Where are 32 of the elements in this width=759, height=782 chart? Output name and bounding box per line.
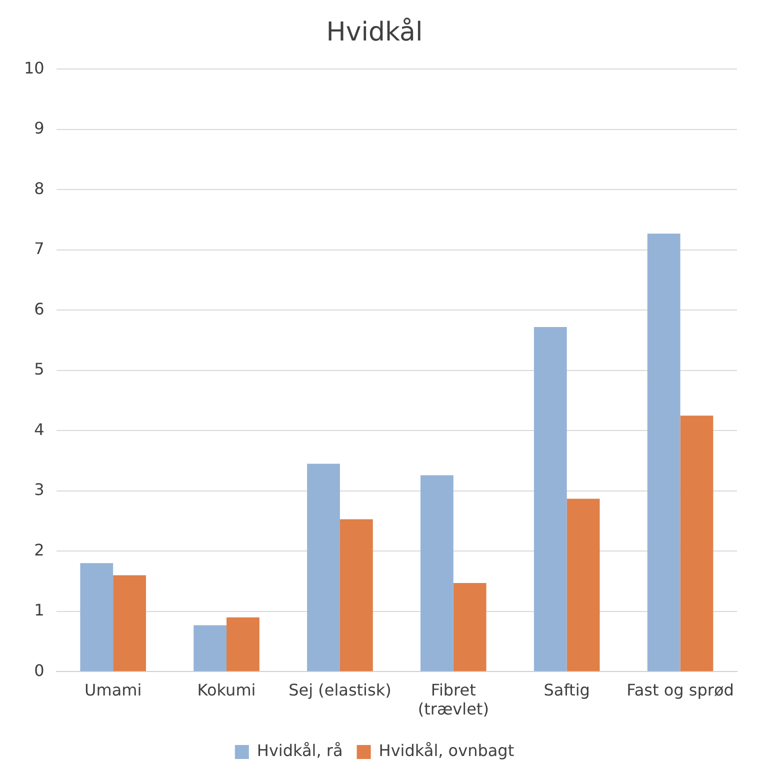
y-tick-label: 8 xyxy=(34,178,44,198)
x-tick-label: Sej (elastisk) xyxy=(288,680,392,700)
x-tick-label: Fibret (trævlet) xyxy=(418,680,489,719)
legend-label: Hvidkål, ovnbagt xyxy=(378,741,514,760)
chart-title: Hvidkål xyxy=(326,17,423,48)
y-tick-label: 3 xyxy=(34,480,44,500)
x-tick-label: Saftig xyxy=(544,680,590,700)
x-tick-label: Umami xyxy=(84,680,142,700)
bar xyxy=(420,475,454,672)
bar xyxy=(113,575,146,672)
y-tick-label: 5 xyxy=(34,360,44,379)
bar xyxy=(307,464,340,672)
y-tick-label: 9 xyxy=(34,118,44,138)
y-tick-label: 0 xyxy=(34,660,44,680)
bar xyxy=(453,583,486,672)
bar xyxy=(680,416,714,672)
y-tick-label: 10 xyxy=(24,58,44,78)
y-tick-label: 7 xyxy=(34,239,44,258)
y-tick-label: 1 xyxy=(34,600,44,620)
bar xyxy=(534,327,567,672)
y-tick-label: 4 xyxy=(34,420,44,439)
bar xyxy=(80,563,114,672)
bar xyxy=(194,625,227,672)
y-tick-label: 6 xyxy=(34,299,44,318)
x-tick-label: Kokumi xyxy=(197,680,256,700)
x-tick-label: Fast og sprød xyxy=(626,680,734,700)
y-tick-label: 2 xyxy=(34,540,44,560)
bar xyxy=(226,617,260,672)
legend-label: Hvidkål, rå xyxy=(256,741,343,760)
bar xyxy=(340,519,373,672)
bar xyxy=(566,498,600,672)
bar xyxy=(647,234,680,672)
